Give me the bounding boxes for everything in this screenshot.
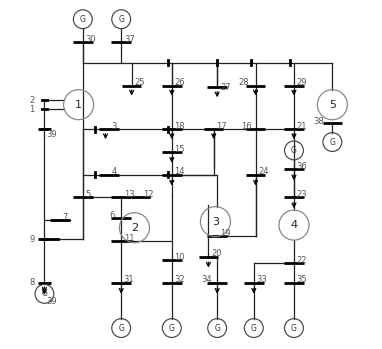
Text: G: G: [80, 15, 86, 24]
Text: 11: 11: [124, 233, 134, 243]
Text: 8: 8: [29, 278, 35, 287]
Text: 39: 39: [46, 297, 57, 306]
Text: 6: 6: [109, 211, 114, 220]
Text: 21: 21: [296, 122, 307, 131]
Text: 12: 12: [143, 190, 153, 199]
Text: 3: 3: [212, 217, 219, 227]
Text: 14: 14: [174, 167, 185, 176]
Text: G: G: [329, 138, 335, 147]
Text: 2: 2: [29, 96, 35, 105]
Text: 35: 35: [296, 275, 307, 284]
Text: 5: 5: [85, 190, 91, 199]
Text: 23: 23: [296, 190, 307, 199]
Text: G: G: [291, 324, 297, 333]
Text: 22: 22: [296, 256, 307, 265]
Text: 16: 16: [241, 122, 251, 131]
Text: 29: 29: [296, 78, 307, 87]
Text: 31: 31: [124, 275, 134, 284]
Text: G: G: [291, 146, 297, 155]
Text: 24: 24: [258, 167, 269, 176]
Text: 28: 28: [238, 78, 249, 87]
Text: 26: 26: [174, 78, 185, 87]
Text: 1: 1: [29, 105, 35, 114]
Text: 2: 2: [131, 223, 138, 233]
Text: 13: 13: [124, 190, 134, 199]
Text: 19: 19: [220, 229, 230, 238]
Text: 4: 4: [290, 220, 298, 230]
Text: 15: 15: [174, 144, 185, 154]
Text: G: G: [214, 324, 220, 333]
Text: 5: 5: [329, 100, 336, 110]
Text: 37: 37: [124, 35, 135, 44]
Text: 34: 34: [201, 275, 212, 284]
Text: 32: 32: [174, 275, 185, 284]
Text: 4: 4: [112, 167, 117, 176]
Text: G: G: [118, 15, 124, 24]
Text: 27: 27: [220, 83, 231, 92]
Text: 18: 18: [174, 122, 185, 131]
Text: G: G: [42, 289, 47, 298]
Text: 10: 10: [174, 253, 185, 262]
Text: 9: 9: [29, 235, 35, 244]
Text: G: G: [251, 324, 257, 333]
Text: 33: 33: [256, 275, 267, 284]
Text: 20: 20: [211, 249, 222, 258]
Text: G: G: [169, 324, 175, 333]
Text: 36: 36: [296, 162, 307, 171]
Text: G: G: [118, 324, 124, 333]
Text: 3: 3: [112, 122, 117, 131]
Text: 38: 38: [313, 117, 324, 126]
Text: 25: 25: [134, 78, 145, 87]
Text: 17: 17: [216, 122, 227, 131]
Text: 1: 1: [75, 100, 82, 110]
Text: 30: 30: [86, 35, 96, 44]
Text: 39: 39: [47, 130, 57, 139]
Text: 7: 7: [63, 213, 68, 222]
